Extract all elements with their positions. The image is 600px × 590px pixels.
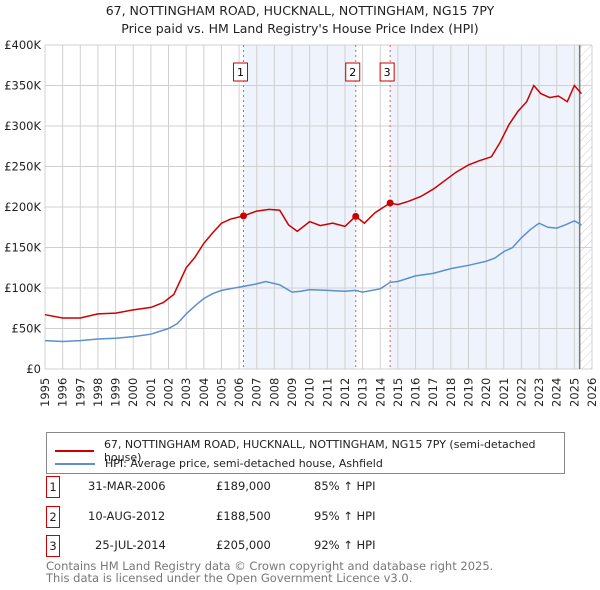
footer-line-2: This data is licensed under the Open Gov… — [46, 571, 413, 585]
y-tick-label: £100K — [4, 281, 41, 295]
sale-price: £188,500 — [216, 509, 271, 523]
y-tick-label: £0 — [26, 362, 41, 376]
price-chart: 1995 1996 1997 1998 1999 2000 2001 2002 2003 2004… — [4, 38, 599, 407]
sale-date: 10-AUG-2012 — [88, 509, 166, 523]
x-tick-label: 2012 — [338, 378, 352, 407]
y-tick-label: £50K — [12, 322, 42, 336]
legend-item-hpi: HPI: Average price, semi-detached house,… — [55, 457, 383, 470]
x-tick-label: 1999 — [109, 378, 123, 407]
sale-price: £205,000 — [216, 538, 271, 552]
legend-label: HPI: Average price, semi-detached house,… — [105, 457, 383, 470]
x-tick-label: 2024 — [550, 378, 564, 407]
chart-title: 67, NOTTINGHAM ROAD, HUCKNALL, NOTTINGHA… — [105, 3, 495, 18]
sale-price: £189,000 — [216, 479, 271, 493]
x-tick-label: 2003 — [179, 378, 193, 407]
x-tick-label: 2022 — [514, 378, 528, 407]
y-tick-label: £400K — [4, 38, 41, 52]
x-tick-label: 2010 — [303, 378, 317, 407]
sale-hpi: 92% ↑ HPI — [314, 538, 376, 552]
x-tick-label: 1996 — [56, 378, 70, 407]
x-tick-label: 2017 — [426, 378, 440, 407]
hpi-line — [44, 219, 582, 343]
x-tick-label: 2015 — [391, 378, 405, 407]
x-tick-label: 2018 — [444, 378, 458, 407]
x-tick-label: 2007 — [250, 378, 264, 407]
x-tick-label: 2000 — [126, 378, 140, 407]
x-tick-label: 2019 — [461, 378, 475, 407]
x-tick-label: 1998 — [91, 378, 105, 407]
x-tick-label: 2023 — [532, 378, 546, 407]
sale-label-box — [345, 62, 361, 82]
legend-label: 67, NOTTINGHAM ROAD, HUCKNALL, NOTTINGHA… — [103, 438, 536, 464]
x-tick-label: 2016 — [409, 378, 423, 407]
x-tick-label: 2002 — [162, 378, 176, 407]
sale-hpi: 95% ↑ HPI — [314, 509, 376, 523]
sale-label: 3 — [384, 66, 391, 79]
sale-badge: 1 — [46, 476, 60, 498]
x-tick-label: 1995 — [38, 378, 52, 407]
legend: 67, NOTTINGHAM ROAD, HUCKNALL, NOTTINGHA… — [46, 432, 565, 474]
sale-label: 1 — [237, 66, 244, 79]
legend-item-property: 67, NOTTINGHAM ROAD, HUCKNALL, NOTTINGHA… — [55, 438, 564, 464]
table-row: 3 25-JUL-2014 £205,000 92% ↑ HPI — [46, 535, 546, 557]
sale-label-box — [233, 62, 249, 82]
legend-line-blue — [55, 462, 95, 465]
x-tick-label: 2026 — [585, 378, 599, 407]
x-tick-label: 1997 — [73, 378, 87, 407]
sale-label-box — [379, 62, 395, 82]
x-tick-label: 2008 — [267, 378, 281, 407]
property-price-line — [44, 84, 582, 319]
x-tick-label: 2021 — [497, 378, 511, 407]
x-tick-label: 2014 — [373, 378, 387, 407]
sale-label: 2 — [349, 66, 356, 79]
x-tick-label: 2013 — [356, 378, 370, 407]
sale-badge: 3 — [46, 535, 60, 557]
footer-line-1: Contains HM Land Registry data © Crown c… — [46, 559, 494, 573]
y-tick-label: £250K — [4, 160, 41, 174]
sale-date: 25-JUL-2014 — [95, 538, 166, 552]
sale-point — [240, 212, 248, 220]
footer: Contains HM Land Registry data © Crown c… — [46, 560, 493, 584]
x-tick-label: 2005 — [214, 378, 228, 407]
y-tick-label: £200K — [4, 200, 41, 214]
chart-subtitle: Price paid vs. HM Land Registry's House … — [121, 21, 479, 36]
y-tick-label: £350K — [4, 79, 41, 93]
x-tick-label: 2011 — [320, 378, 334, 407]
x-tick-label: 2020 — [479, 378, 493, 407]
sale-point — [386, 199, 394, 207]
x-tick-label: 2009 — [285, 378, 299, 407]
y-tick-label: £150K — [4, 241, 41, 255]
sale-badge: 2 — [46, 506, 60, 528]
table-row: 1 31-MAR-2006 £189,000 85% ↑ HPI — [46, 476, 546, 498]
sale-hpi: 85% ↑ HPI — [314, 479, 376, 493]
x-tick-label: 2001 — [144, 378, 158, 407]
table-row: 2 10-AUG-2012 £188,500 95% ↑ HPI — [46, 506, 546, 528]
y-tick-label: £300K — [4, 119, 41, 133]
x-tick-label: 2004 — [197, 378, 211, 407]
legend-line-red — [55, 450, 94, 452]
sale-date: 31-MAR-2006 — [88, 479, 166, 493]
sale-point — [352, 212, 360, 220]
x-tick-label: 2006 — [232, 378, 246, 407]
x-tick-label: 2025 — [567, 378, 581, 407]
